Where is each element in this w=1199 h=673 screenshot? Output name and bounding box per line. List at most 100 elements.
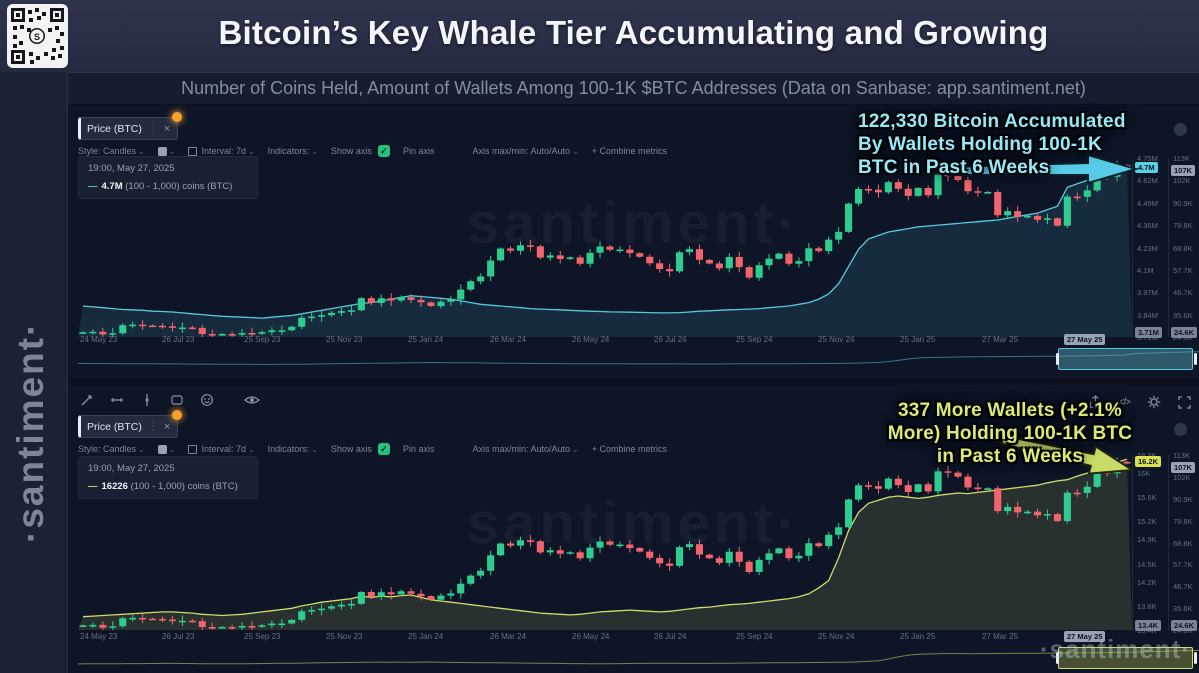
x-axis-tick-label: 25 Nov 24 (818, 335, 855, 344)
interval-dropdown[interactable]: Interval: 7d ⌄ (188, 444, 255, 454)
color-swatch-dropdown[interactable]: ⌄ (157, 146, 175, 156)
brush-handle-right[interactable] (1194, 652, 1197, 664)
price-chart-plot[interactable] (78, 455, 1132, 633)
style-dropdown[interactable]: Style: Candles ⌄ (78, 146, 145, 156)
x-axis-tick-label: 26 May 24 (572, 335, 610, 344)
scroll-to-latest-button[interactable] (1174, 423, 1187, 436)
header-bar: S Bitcoin’s Key Whale Tier Accumulating … (0, 0, 1199, 72)
checkbox-checked-icon[interactable]: ✓ (377, 443, 390, 455)
metric-tab-price-btc[interactable]: Price (BTC) ⋮ × (78, 112, 183, 140)
candlestick-chart-svg (78, 457, 1132, 633)
x-axis-labels: 24 May 23 26 Jul 23 25 Sep 23 25 Nov 23 25 J… (78, 631, 1132, 644)
axis-tick-label: 16K (1137, 469, 1151, 479)
axis-tick-label: 4.75M (1137, 154, 1158, 163)
x-axis-tick-label: 26 May 24 (572, 632, 610, 641)
color-swatch-dropdown[interactable]: ⌄ (157, 444, 175, 454)
chart-toolbar: Style: Candles ⌄ ⌄ Interval: 7d ⌄ Indicato… (78, 145, 667, 157)
axis-tick-label: 4.36M (1137, 221, 1158, 231)
axis-floor-value-chip: 13.4K (1135, 620, 1162, 631)
axis-maxmin-dropdown[interactable]: Axis max/min: Auto/Auto ⌄ (472, 146, 579, 156)
pin-axis-button[interactable]: Pin axis (402, 444, 435, 454)
x-axis-current-date-chip: 27 May 25 (1064, 631, 1106, 642)
x-axis-tick-label: 26 Mar 24 (490, 335, 527, 344)
metric-axis[interactable]: 4.75M 4.62M 4.49M 4.36M 4.23M 4.1M 3.97M 3.84M 3… (1132, 154, 1166, 342)
metric-line (82, 165, 1128, 319)
time-range-brush[interactable] (78, 647, 1199, 669)
metric-axis[interactable]: 16.3K 16K 15.6K 15.2K 14.9K 14.5K 14.2K 13.8K 13… (1132, 451, 1166, 635)
interval-dropdown[interactable]: Interval: 7d ⌄ (188, 146, 255, 156)
checkbox-checked-icon[interactable]: ✓ (377, 145, 390, 157)
brush-handle-right[interactable] (1194, 353, 1197, 365)
hover-tooltip: 19:00, May 27, 2025 —16226 (100 - 1,000)… (78, 456, 258, 499)
price-axis[interactable]: 113K 102K 90.9K 79.8K 68.8K 57.7K 46.7K 35.6K 24… (1168, 451, 1199, 635)
tab-options-icon[interactable]: ⋮ (147, 421, 158, 432)
show-axis-toggle[interactable]: Show axis ✓ (331, 443, 390, 455)
share-icon[interactable] (1089, 395, 1102, 409)
price-chart-plot[interactable] (78, 158, 1132, 340)
candlestick-chart-svg (78, 160, 1132, 340)
calendar-icon (188, 146, 198, 156)
svg-text:S: S (34, 32, 40, 42)
x-axis-tick-label: 24 May 23 (80, 632, 118, 641)
axis-tick-label: 15.2K (1137, 517, 1157, 527)
x-axis-tick-label: 25 Sep 24 (736, 632, 773, 641)
x-axis-tick-label: 25 Nov 24 (818, 632, 855, 641)
fullscreen-icon[interactable] (1178, 395, 1191, 409)
axis-tick-label: 57.7K (1173, 265, 1193, 275)
axis-current-value-chip: 16.2K (1135, 456, 1162, 468)
price-axis[interactable]: 113K 102K 90.9K 79.8K 68.8K 57.7K 46.7K 35.6K 24… (1168, 154, 1199, 342)
emoji-icon[interactable] (200, 393, 214, 407)
axis-tick-label: 68.8K (1173, 243, 1193, 253)
x-axis-tick-label: 25 Jan 25 (900, 632, 936, 641)
axis-tick-label: 13.8K (1137, 601, 1157, 611)
axis-maxmin-dropdown[interactable]: Axis max/min: Auto/Auto ⌄ (472, 444, 579, 454)
x-axis-tick-label: 24 May 23 (80, 335, 118, 344)
indicators-dropdown[interactable]: Indicators: ⌄ (267, 444, 318, 454)
color-swatch (157, 146, 167, 156)
indicators-dropdown[interactable]: Indicators: ⌄ (267, 146, 318, 156)
axis-tick-label: 90.9K (1173, 198, 1193, 208)
metric-tab-label: Price (BTC) (87, 122, 142, 135)
style-dropdown[interactable]: Style: Candles ⌄ (78, 444, 145, 454)
x-axis-current-date-chip: 27 May 25 (1064, 334, 1106, 345)
price-candles (79, 457, 1131, 633)
eye-icon[interactable] (244, 393, 260, 407)
tooltip-value-line: —16226 (100 - 1,000) coins (BTC) (88, 481, 238, 492)
x-axis-tick-label: 25 Nov 23 (326, 335, 363, 344)
measure-icon[interactable] (110, 393, 124, 407)
metric-tab-price-btc[interactable]: Price (BTC) ⋮ × (78, 410, 183, 438)
notification-dot (172, 410, 183, 420)
brush-handle-left[interactable] (1056, 353, 1059, 365)
tab-close-icon[interactable]: × (163, 122, 171, 135)
axis-tick-label: 3.84M (1137, 310, 1158, 320)
calendar-icon (188, 444, 198, 454)
axis-floor-value-chip: 3.71M (1135, 327, 1162, 338)
time-range-brush[interactable] (78, 348, 1199, 370)
watermark-corner: ·santiment· (1039, 634, 1191, 664)
x-axis-tick-label: 25 Jan 24 (408, 335, 444, 344)
metric-line (82, 458, 1128, 618)
vertical-line-icon[interactable] (140, 393, 154, 407)
x-axis-tick-label: 25 Sep 23 (244, 335, 281, 344)
brush-sparkline (78, 649, 1199, 665)
show-axis-toggle[interactable]: Show axis ✓ (331, 145, 390, 157)
trend-line-icon[interactable] (80, 393, 94, 407)
combine-metrics-button[interactable]: + Combine metrics (591, 146, 667, 156)
annotation-arrow-right (947, 153, 1140, 185)
scroll-to-latest-button[interactable] (1174, 123, 1187, 136)
tooltip-value-line: —4.7M (100 - 1,000) coins (BTC) (88, 181, 233, 192)
shapes-icon[interactable] (170, 393, 184, 407)
pin-axis-button[interactable]: Pin axis (402, 146, 435, 156)
annotation-more-wallets: 337 More Wallets (+2.1% More) Holding 10… (887, 400, 1133, 468)
gear-icon[interactable] (1147, 395, 1161, 409)
tab-close-icon[interactable]: × (163, 420, 171, 433)
metric-tab-label: Price (BTC) (87, 420, 142, 433)
brush-handle-left[interactable] (1056, 652, 1059, 664)
axis-tick-label: 4.1M (1137, 265, 1154, 275)
combine-metrics-button[interactable]: + Combine metrics (591, 444, 667, 454)
tooltip-date: 19:00, May 27, 2025 (88, 463, 175, 474)
tab-options-icon[interactable]: ⋮ (147, 123, 158, 134)
brush-selected-range[interactable] (1058, 348, 1193, 370)
embed-code-icon[interactable]: </> (1118, 396, 1132, 408)
